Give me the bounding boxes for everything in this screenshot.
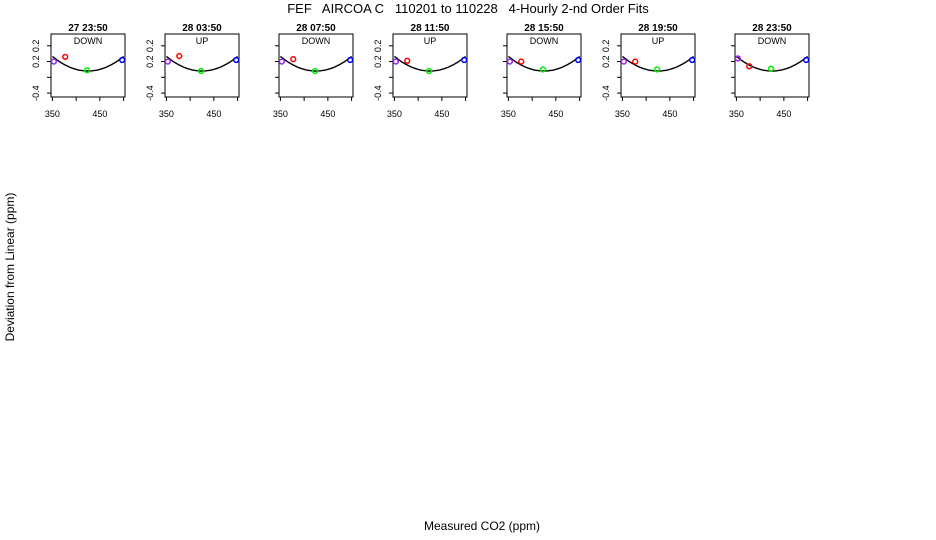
panel-title: 28 15:50 xyxy=(524,23,564,34)
panels-canvas: 27 23:50 DOWN 350 450 -0.4 0.2 0.2 28 03:50 UP 35… xyxy=(31,23,810,119)
data-point xyxy=(233,56,240,64)
data-point xyxy=(404,57,411,64)
panel-subtitle: UP xyxy=(424,36,437,46)
data-point xyxy=(392,58,399,65)
fit-curve xyxy=(165,55,239,72)
plot-frame xyxy=(50,33,126,98)
data-point xyxy=(620,58,627,65)
data-point xyxy=(767,65,775,72)
data-point xyxy=(290,56,297,63)
x-tick-label: 350 xyxy=(501,109,516,119)
plot-frame xyxy=(620,33,696,98)
panel-subtitle: DOWN xyxy=(758,36,787,46)
data-point xyxy=(278,58,285,65)
panel-title: 28 23:50 xyxy=(752,23,792,34)
data-point xyxy=(164,58,171,65)
y-axis-title: Deviation from Linear (ppm) xyxy=(3,192,17,342)
panel-3: 28 07:50 DOWN 350 450 xyxy=(273,23,354,119)
x-tick-label: 450 xyxy=(662,109,677,119)
y-tick-label: 0.2 xyxy=(373,40,383,53)
fit-curve xyxy=(51,55,125,72)
x-tick-label: 350 xyxy=(159,109,174,119)
panel-subtitle: DOWN xyxy=(302,36,331,46)
plot-frame xyxy=(392,33,468,98)
data-point xyxy=(83,67,91,74)
panel-1: 27 23:50 DOWN 350 450 -0.4 0.2 0.2 xyxy=(31,23,126,119)
y-tick-label: -0.4 xyxy=(601,85,611,101)
x-axis-title: Measured CO2 (ppm) xyxy=(423,519,541,533)
panel-6: 28 19:50 UP 350 450 -0.4 0.2 0.2 xyxy=(601,23,696,119)
x-tick-label: 350 xyxy=(273,109,288,119)
data-point xyxy=(575,56,582,64)
y-tick-label: -0.4 xyxy=(373,85,383,101)
data-point xyxy=(803,56,810,64)
panel-title: 28 03:50 xyxy=(182,23,222,34)
x-tick-label: 450 xyxy=(548,109,563,119)
y-tick-label: 0.2 xyxy=(145,40,155,53)
panel-5: 28 15:50 DOWN 350 450 xyxy=(501,23,582,119)
data-point xyxy=(176,52,183,60)
x-tick-label: 450 xyxy=(434,109,449,119)
data-point xyxy=(50,58,57,65)
y-tick-label: 0.2 xyxy=(601,40,611,53)
x-tick-label: 350 xyxy=(729,109,744,119)
y-tick-label: 0.2 xyxy=(31,40,41,53)
x-tick-label: 450 xyxy=(92,109,107,119)
y-tick-label: 0.2 xyxy=(145,55,155,68)
data-point xyxy=(197,67,205,75)
panel-title: 28 19:50 xyxy=(638,23,678,34)
plot-frame xyxy=(734,33,810,98)
data-point xyxy=(461,56,468,64)
plot-frame xyxy=(164,33,240,98)
figure-title: FEF AIRCOA C 110201 to 110228 4-Hourly 2… xyxy=(287,1,649,16)
data-point xyxy=(632,58,639,65)
y-tick-label: -0.4 xyxy=(145,85,155,101)
panel-subtitle: UP xyxy=(652,36,665,46)
plot-frame xyxy=(506,33,582,98)
data-point xyxy=(425,67,433,75)
data-point xyxy=(347,56,354,64)
data-point xyxy=(506,58,513,65)
panel-title: 28 07:50 xyxy=(296,23,336,34)
x-tick-label: 450 xyxy=(776,109,791,119)
data-point xyxy=(689,56,696,64)
panel-subtitle: DOWN xyxy=(530,36,559,46)
data-point xyxy=(518,58,525,65)
panel-4: 28 11:50 UP 350 450 -0.4 0.2 0.2 xyxy=(373,23,468,119)
x-tick-label: 450 xyxy=(320,109,335,119)
y-tick-label: 0.2 xyxy=(601,55,611,68)
data-point xyxy=(62,53,69,60)
data-point xyxy=(119,56,126,64)
fit-curve xyxy=(279,55,353,72)
data-point xyxy=(311,67,319,75)
x-tick-label: 350 xyxy=(45,109,60,119)
data-point xyxy=(746,63,753,70)
x-tick-label: 450 xyxy=(206,109,221,119)
data-point xyxy=(653,66,661,73)
panel-2: 28 03:50 UP 350 450 -0.4 0.2 0.2 xyxy=(145,23,240,119)
panel-7: 28 23:50 DOWN 350 450 xyxy=(729,23,810,119)
panel-subtitle: UP xyxy=(196,36,209,46)
x-tick-label: 350 xyxy=(387,109,402,119)
panel-title: 28 11:50 xyxy=(411,23,450,34)
x-tick-label: 350 xyxy=(615,109,630,119)
panel-subtitle: DOWN xyxy=(74,36,103,46)
fit-curve xyxy=(393,55,467,72)
data-point xyxy=(539,66,547,73)
panel-title: 27 23:50 xyxy=(68,23,108,34)
y-tick-label: -0.4 xyxy=(31,85,41,101)
fit-curve xyxy=(735,55,809,72)
y-tick-label: 0.2 xyxy=(31,55,41,68)
data-point xyxy=(734,55,741,62)
plot-frame xyxy=(278,33,354,98)
y-tick-label: 0.2 xyxy=(373,55,383,68)
